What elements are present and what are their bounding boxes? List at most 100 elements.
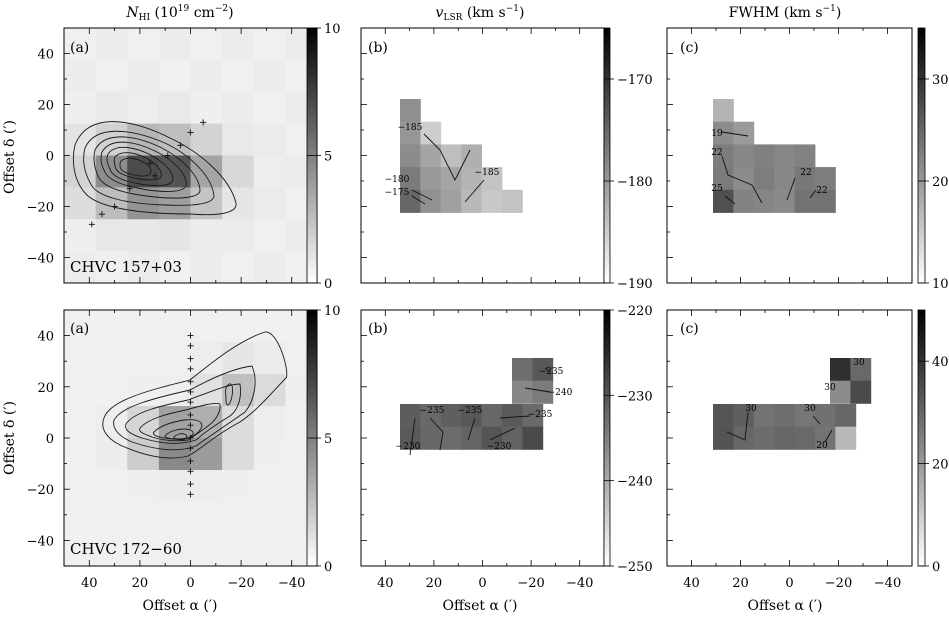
fwhm-cell	[835, 404, 857, 428]
contour-label: 30	[824, 383, 836, 393]
contour-line	[102, 331, 288, 459]
heat-cell	[253, 155, 286, 188]
heat-cell	[64, 502, 97, 535]
colorbar-tick-label: 20	[932, 175, 949, 190]
y-tick-label: −40	[27, 534, 54, 549]
contour-line	[786, 177, 796, 201]
contour-line	[724, 195, 736, 205]
colorbar-tick-label: −230	[617, 389, 653, 404]
colorbar-tick-label: 5	[324, 150, 332, 165]
fwhm-cell	[830, 358, 851, 382]
velocity-cell	[400, 426, 421, 450]
contour-line	[812, 415, 821, 425]
velocity-cell	[420, 144, 442, 168]
velocity-cell	[461, 167, 482, 191]
fwhm-cell	[753, 189, 775, 213]
y-tick-label: 40	[37, 330, 54, 345]
velocity-cell	[461, 189, 482, 213]
velocity-cell	[481, 426, 503, 450]
fwhm-cell	[713, 99, 734, 123]
velocity-cell	[400, 121, 421, 145]
x-tick-label: −20	[825, 576, 852, 591]
fwhm-cell	[753, 426, 775, 450]
heat-cell	[222, 470, 255, 503]
x-axis-label-col2: Offset α (′)	[443, 598, 518, 614]
contour-line	[411, 195, 426, 205]
velocity-cell	[512, 358, 533, 382]
heat-cell	[127, 251, 160, 284]
fwhm-cell	[815, 167, 836, 191]
contour-line	[113, 365, 256, 451]
y-tick-label: 20	[37, 99, 54, 114]
heat-cell	[222, 406, 255, 439]
y-tick-label: 0	[46, 432, 54, 447]
velocity-cell	[522, 426, 544, 450]
velocity-cell	[400, 99, 421, 123]
velocity-cell	[461, 144, 482, 168]
contour-label: −185	[398, 123, 423, 133]
colorbar-tick-label: 0	[324, 560, 332, 575]
heat-cell	[127, 502, 160, 535]
x-tick-label: −20	[517, 576, 544, 591]
panel-label: (c)	[680, 40, 699, 56]
heat-cell	[190, 374, 223, 407]
heat-cell	[127, 438, 160, 471]
colorbar-tick-label: 20	[932, 458, 949, 473]
heat-cell	[158, 534, 191, 567]
heat-cell	[158, 470, 191, 503]
panel-label: (c)	[680, 321, 699, 337]
velocity-cell	[481, 189, 503, 213]
colorbar	[603, 309, 611, 567]
heat-cell	[127, 28, 160, 61]
contour-label: −180	[385, 175, 410, 185]
x-tick-label: 40	[81, 576, 98, 591]
colorbar-tick-label: 0	[324, 277, 332, 292]
colorbar-tick-label: 10	[324, 304, 341, 319]
heat-cell	[253, 59, 286, 93]
heat-cell	[190, 342, 223, 375]
velocity-cell	[481, 167, 503, 191]
y-tick-label: −20	[27, 201, 54, 216]
colorbar-tick-label: 40	[932, 355, 949, 370]
velocity-cell	[400, 144, 421, 168]
velocity-cell	[532, 380, 554, 404]
panel-label: (a)	[70, 321, 89, 337]
contours-top-a	[72, 121, 237, 216]
x-axis-label-col1: Offset α (′)	[143, 598, 218, 614]
fwhm-cell	[713, 404, 734, 428]
fwhm-cell	[835, 426, 857, 450]
velocity-cell	[461, 404, 482, 428]
heat-cell	[253, 470, 286, 503]
contour-line	[225, 383, 233, 406]
y-tick-label: 40	[37, 48, 54, 63]
heat-cell	[190, 59, 223, 93]
heat-cell	[64, 342, 97, 375]
heat-cell	[222, 251, 255, 284]
fwhm-cell	[850, 358, 872, 382]
fwhm-cell	[733, 167, 755, 191]
heat-cell	[158, 219, 191, 252]
heat-cell	[222, 342, 255, 375]
heat-cell	[253, 374, 286, 407]
heat-cell	[158, 342, 191, 375]
x-tick-label: 0	[186, 576, 194, 591]
pointing-crosses	[88, 119, 207, 498]
contour-line	[139, 403, 221, 442]
heat-cell	[64, 187, 97, 220]
heat-cell	[253, 438, 286, 471]
x-tick-label: 20	[132, 576, 149, 591]
fwhm-cell	[733, 404, 755, 428]
colorbar-tick-label: 0	[932, 560, 940, 575]
velocity-cell	[420, 189, 442, 213]
heat-cell	[95, 342, 128, 375]
velocity-cell	[440, 426, 462, 450]
contour-line	[544, 367, 551, 373]
contour-line	[173, 433, 188, 441]
heat-cell	[190, 534, 223, 567]
contour-label: −230	[396, 442, 421, 452]
heat-cell	[253, 310, 286, 343]
fwhm-cell	[794, 426, 816, 450]
contour-line	[824, 429, 833, 443]
heat-cell	[64, 91, 97, 125]
contour-line	[423, 133, 471, 182]
